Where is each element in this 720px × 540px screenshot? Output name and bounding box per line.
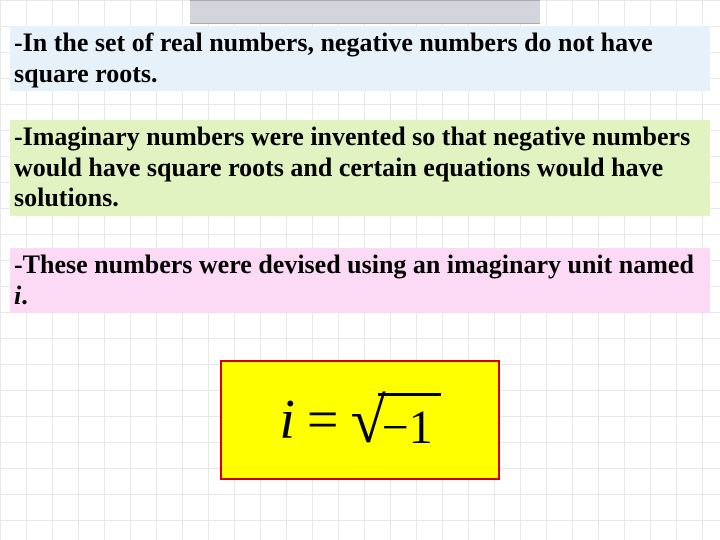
radical-sign: √ [350, 395, 385, 446]
paragraph-1-text: -In the set of real numbers, negative nu… [14, 28, 653, 88]
formula-radicand: −1 [378, 393, 441, 452]
formula-lhs: i [279, 388, 295, 452]
formula-i-equals-sqrt-neg1: i = √ −1 [279, 388, 440, 452]
formula-equals: = [301, 388, 345, 452]
paragraph-real-numbers: -In the set of real numbers, negative nu… [10, 26, 710, 91]
top-decorative-band [190, 0, 540, 24]
paragraph-imaginary-unit: -These numbers were devised using an ima… [10, 248, 710, 313]
paragraph-3-suffix: . [21, 281, 28, 310]
paragraph-imaginary-invented: -Imaginary numbers were invented so that… [10, 120, 710, 216]
paragraph-3-prefix: -These numbers were devised using an ima… [14, 250, 694, 279]
sqrt-icon: √ −1 [350, 389, 440, 452]
formula-box: i = √ −1 [220, 360, 500, 480]
paragraph-2-text: -Imaginary numbers were invented so that… [14, 122, 690, 212]
